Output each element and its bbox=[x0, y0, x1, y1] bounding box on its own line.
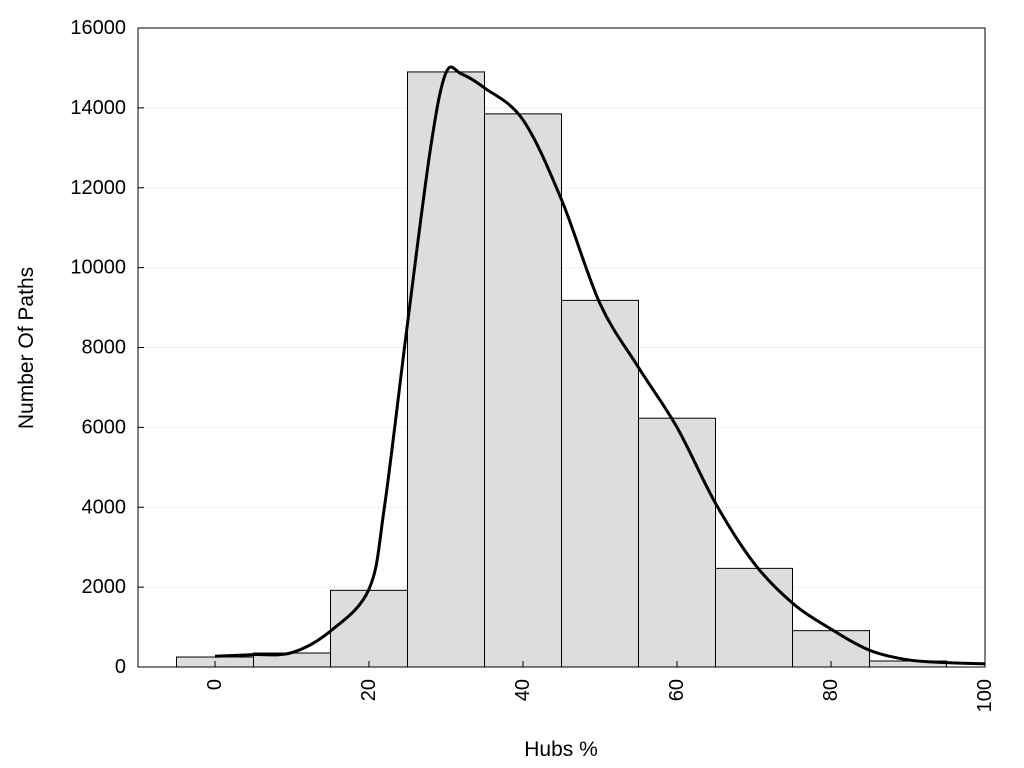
y-tick-label-0: 0 bbox=[115, 656, 126, 678]
histogram-bars bbox=[176, 71, 947, 668]
y-axis-label: Number Of Paths bbox=[15, 267, 38, 429]
bar-60 bbox=[638, 417, 716, 668]
bar-30 bbox=[407, 71, 485, 668]
y-tick-label-8000: 8000 bbox=[82, 337, 127, 359]
y-tick-label-16000: 16000 bbox=[70, 17, 126, 39]
x-tick-label-40: 40 bbox=[512, 679, 534, 701]
x-axis-label: Hubs % bbox=[524, 738, 598, 761]
x-tick-label-60: 60 bbox=[666, 679, 688, 701]
y-tick-label-4000: 4000 bbox=[82, 496, 127, 518]
y-tick-label-12000: 12000 bbox=[70, 177, 126, 199]
x-tick-label-0: 0 bbox=[204, 679, 226, 690]
y-tick-label-6000: 6000 bbox=[82, 416, 127, 438]
bar-40 bbox=[484, 113, 562, 668]
density-curve bbox=[214, 65, 986, 666]
density-curve-line bbox=[214, 65, 986, 666]
bar-70 bbox=[715, 567, 793, 668]
x-axis-ticks: 0 20 40 60 80 100 bbox=[204, 661, 996, 712]
x-tick-label-80: 80 bbox=[820, 679, 842, 701]
y-tick-label-2000: 2000 bbox=[82, 576, 127, 598]
bar-50 bbox=[561, 299, 639, 668]
bar-80 bbox=[792, 630, 870, 668]
bar-20 bbox=[330, 589, 408, 668]
y-tick-label-10000: 10000 bbox=[70, 257, 126, 279]
x-tick-label-100: 100 bbox=[974, 679, 996, 712]
y-axis-ticks: 0 2000 4000 6000 8000 10000 12000 14000 16000 bbox=[70, 17, 144, 678]
x-tick-label-20: 20 bbox=[358, 679, 380, 701]
y-tick-label-14000: 14000 bbox=[70, 97, 126, 119]
